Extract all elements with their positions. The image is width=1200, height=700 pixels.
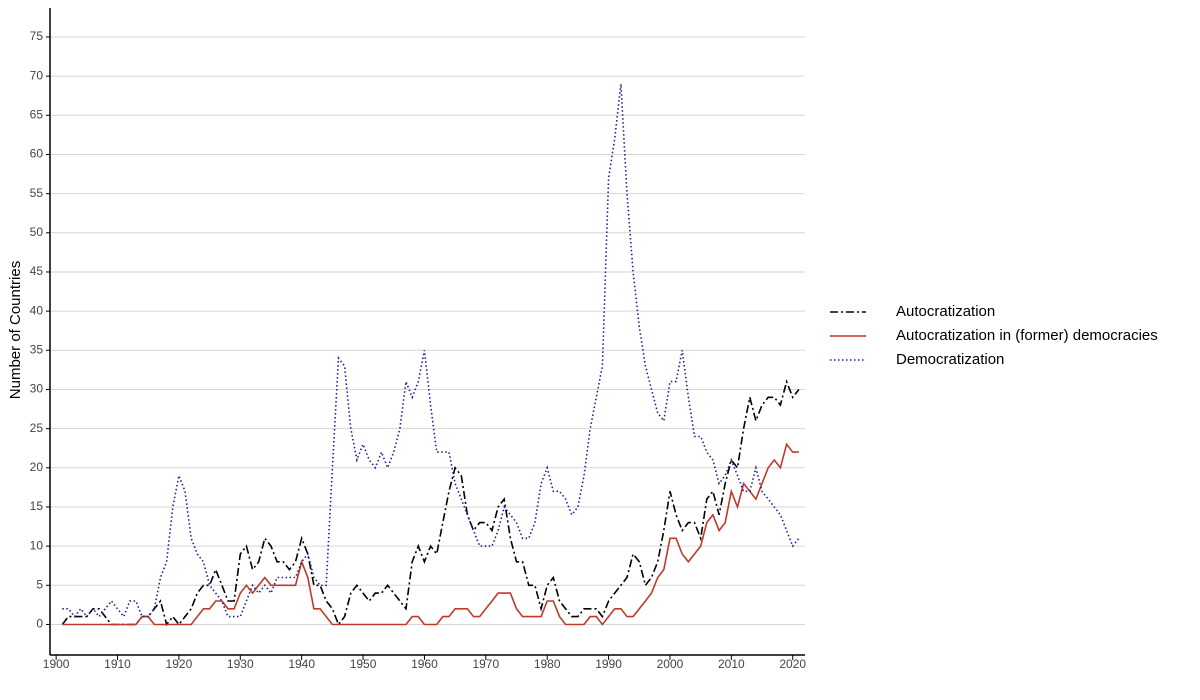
legend: Autocratization Autocratization in (forme… [830,303,1158,368]
y-tick-label: 25 [30,421,44,435]
legend-label: Autocratization in (former) democracies [896,327,1158,344]
y-tick-label: 60 [30,147,44,161]
y-tick-label: 65 [30,107,44,121]
legend-label: Democratization [896,351,1004,368]
y-tick-label: 20 [30,460,44,474]
x-tick-label: 2020 [779,657,806,671]
y-tick-label: 55 [30,186,44,200]
y-tick-label: 10 [30,538,44,552]
y-tick-label: 35 [30,342,44,356]
y-tick-label: 0 [36,617,43,631]
y-tick-label: 45 [30,264,44,278]
y-tick-label: 50 [30,225,44,239]
x-tick-label: 1910 [104,657,131,671]
y-axis-label: Number of Countries [7,261,24,399]
x-tick-label: 1980 [534,657,561,671]
x-tick-label: 1970 [472,657,499,671]
x-tick-label: 1920 [166,657,193,671]
y-tick-label: 70 [30,68,44,82]
y-tick-label: 75 [30,29,44,43]
x-tick-label: 1950 [350,657,377,671]
x-tick-label: 1900 [43,657,70,671]
y-tick-label: 30 [30,382,44,396]
legend-label: Autocratization [896,303,995,320]
line-series [62,442,799,626]
x-tick-label: 1940 [288,657,315,671]
x-tick-label: 1930 [227,657,254,671]
x-tick-label: 1960 [411,657,438,671]
x-tick-label: 2000 [657,657,684,671]
y-tick-label: 40 [30,303,44,317]
x-tick-label: 1990 [595,657,622,671]
y-tick-label: 5 [36,577,43,591]
line-series [62,83,800,619]
x-tick-label: 2010 [718,657,745,671]
line-series [61,379,800,627]
y-tick-label: 15 [30,499,44,513]
